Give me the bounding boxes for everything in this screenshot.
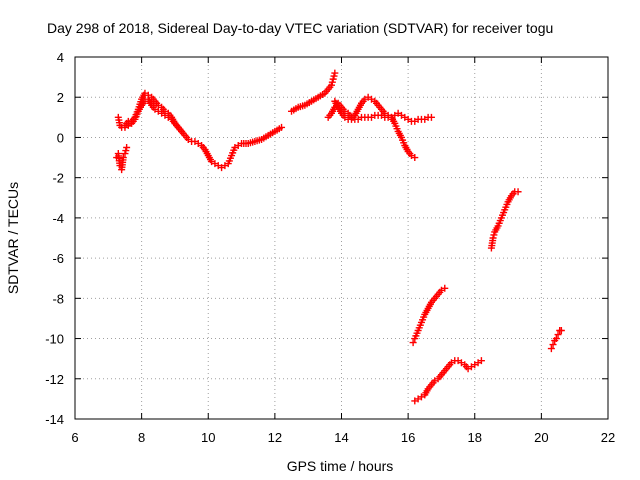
data-point: [477, 357, 485, 365]
data-point: [123, 144, 131, 151]
series-arc6: [331, 93, 435, 125]
data-point: [178, 127, 186, 135]
series-arc10: [547, 327, 565, 353]
y-tick-label: -6: [52, 251, 64, 266]
series-arc7: [409, 284, 449, 347]
x-tick-label: 8: [138, 430, 145, 445]
y-axis-label: SDTVAR / TECUs: [5, 182, 21, 294]
data-point: [554, 331, 562, 339]
data-points: [113, 69, 565, 405]
x-tick-label: 14: [334, 430, 348, 445]
data-point: [549, 341, 557, 349]
x-tick-label: 20: [534, 430, 548, 445]
y-tick-label: -4: [52, 211, 64, 226]
data-point: [411, 154, 419, 162]
data-point: [278, 123, 286, 131]
y-tick-label: -14: [45, 412, 64, 427]
series-arc3: [121, 89, 186, 135]
x-tick-label: 12: [268, 430, 282, 445]
x-tick-label: 18: [468, 430, 482, 445]
data-point: [514, 188, 522, 196]
data-point: [427, 113, 435, 121]
x-tick-label: 22: [601, 430, 615, 445]
data-point: [557, 327, 565, 335]
data-point: [331, 69, 339, 77]
series-arc9: [487, 188, 522, 252]
x-axis-label: GPS time / hours: [287, 458, 394, 474]
y-tick-label: 0: [57, 130, 64, 145]
series-arc2: [113, 144, 131, 174]
y-tick-label: -10: [45, 332, 64, 347]
y-tick-label: 4: [57, 50, 64, 65]
y-tick-label: -2: [52, 171, 64, 186]
y-tick-label: 2: [57, 90, 64, 105]
data-point: [547, 345, 555, 353]
x-tick-label: 10: [201, 430, 215, 445]
y-tick-label: -8: [52, 291, 64, 306]
data-point: [409, 339, 417, 347]
data-point: [441, 284, 449, 292]
data-point: [119, 154, 127, 162]
x-tick-label: 16: [401, 430, 415, 445]
axis-ticks: 6 8 10 12 14 16 18 20 22 -14 -12 -10 -8 -6 -4 -2 0 2 4: [45, 50, 615, 445]
x-tick-label: 6: [71, 430, 78, 445]
data-point: [552, 335, 560, 343]
series-arc4: [288, 69, 339, 115]
y-tick-label: -12: [45, 372, 64, 387]
chart-title: Day 298 of 2018, Sidereal Day-to-day VTE…: [47, 20, 553, 36]
series-arc8: [411, 357, 485, 405]
